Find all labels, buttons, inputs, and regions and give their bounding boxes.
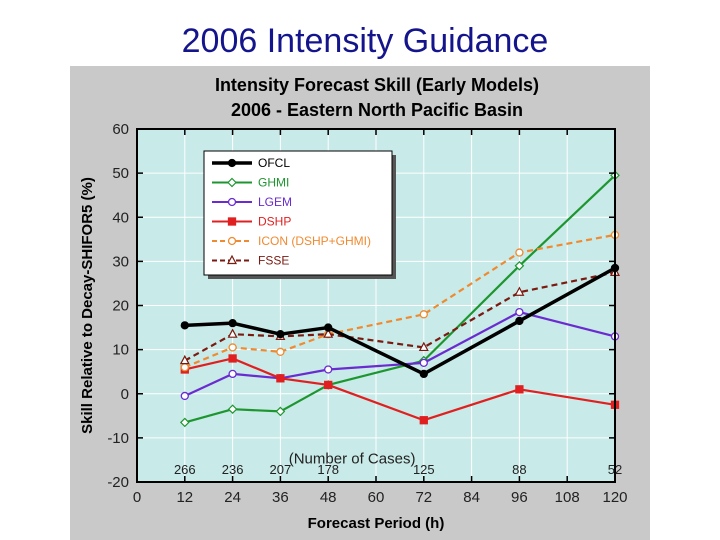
- data-point: [179, 354, 190, 365]
- data-point: [227, 404, 238, 415]
- data-point: [179, 417, 190, 428]
- data-point: [276, 347, 285, 356]
- y-tick-label: -20: [107, 474, 129, 491]
- case-count-label: 236: [222, 462, 244, 477]
- data-point: [515, 307, 524, 317]
- legend-entry: OFCL: [258, 156, 290, 170]
- case-count-label: 266: [174, 462, 196, 477]
- data-point: [180, 321, 189, 330]
- slide-title: 2006 Intensity Guidance: [181, 22, 549, 60]
- data-point: [419, 369, 428, 379]
- data-point: [227, 236, 237, 246]
- x-tick-label: 72: [415, 489, 432, 506]
- data-point: [227, 177, 237, 188]
- data-point: [227, 328, 238, 338]
- case-counts: 266 236 207 178 125 88 52: [174, 462, 622, 477]
- data-point: [324, 323, 333, 332]
- data-point: [228, 369, 237, 379]
- data-point: [275, 406, 286, 417]
- case-count-label: 52: [608, 462, 622, 477]
- x-tick-label: 96: [511, 489, 528, 506]
- data-point: [180, 391, 189, 401]
- y-tick-label: 10: [112, 342, 129, 359]
- x-tick-label: 84: [463, 489, 480, 506]
- data-point: [227, 217, 237, 226]
- legend: OFCL GHMI LGEM DSHP ICON (DSHP+GHMI) FSSE: [203, 150, 396, 279]
- line-chart: Intensity Forecast Skill (Early Models) …: [79, 75, 628, 532]
- legend-entry: LGEM: [258, 195, 292, 209]
- data-point: [515, 316, 524, 326]
- data-point: [419, 416, 428, 425]
- case-count-label: 178: [317, 462, 339, 477]
- chart-panel: Intensity Forecast Skill (Early Models) …: [70, 66, 650, 540]
- data-point: [228, 354, 237, 363]
- axes: 0 12 24 36 48 60 72 84 96 108 120 -20 -10 0 10 20 30 40 50…: [107, 121, 627, 506]
- y-tick-label: -10: [107, 430, 129, 447]
- data-point: [180, 363, 189, 372]
- data-point: [324, 365, 333, 374]
- data-point: [228, 318, 237, 328]
- y-tick-label: 50: [112, 165, 129, 182]
- legend-entry: ICON (DSHP+GHMI): [258, 234, 371, 248]
- data-point: [419, 310, 428, 319]
- legend-entry: GHMI: [258, 176, 289, 190]
- data-point: [514, 260, 525, 271]
- chart-subtitle: 2006 - Eastern North Pacific Basin: [231, 100, 523, 120]
- x-tick-label: 36: [272, 489, 289, 506]
- y-tick-label: 60: [112, 121, 129, 138]
- legend-entry: FSSE: [258, 254, 289, 268]
- data-point: [276, 374, 285, 383]
- x-axis-label: Forecast Period (h): [308, 515, 445, 532]
- data-point: [323, 328, 334, 338]
- legend-box: [203, 150, 393, 276]
- data-point: [227, 254, 237, 265]
- case-count-label: 88: [512, 462, 526, 477]
- x-tick-label: 60: [368, 489, 385, 506]
- y-tick-label: 0: [121, 386, 129, 403]
- series-ofcl: [180, 263, 620, 379]
- y-tick-label: 30: [112, 253, 129, 270]
- x-tick-label: 12: [176, 489, 193, 506]
- y-tick-label: 40: [112, 209, 129, 226]
- cases-caption: (Number of Cases): [289, 450, 416, 467]
- data-point: [227, 158, 237, 168]
- x-tick-label: 0: [133, 489, 141, 506]
- data-point: [515, 385, 524, 394]
- x-tick-label: 48: [320, 489, 337, 506]
- y-tick-label: 20: [112, 298, 129, 315]
- x-tick-label: 108: [555, 489, 580, 506]
- y-axis-label: Skill Relative to Decay-SHIFOR5 (%): [79, 177, 96, 434]
- data-point: [515, 248, 524, 257]
- data-point: [228, 343, 237, 352]
- case-count-label: 207: [270, 462, 292, 477]
- data-point: [418, 341, 429, 352]
- x-tick-label: 24: [224, 489, 241, 506]
- data-point: [419, 358, 428, 368]
- legend-entry: DSHP: [258, 215, 291, 229]
- data-point: [227, 197, 237, 207]
- case-count-label: 125: [413, 462, 435, 477]
- data-point: [514, 286, 525, 296]
- chart-title: Intensity Forecast Skill (Early Models): [215, 75, 539, 95]
- data-point: [324, 380, 333, 390]
- data-point: [276, 330, 285, 339]
- series-layer: [179, 170, 620, 428]
- x-tick-label: 120: [602, 489, 627, 506]
